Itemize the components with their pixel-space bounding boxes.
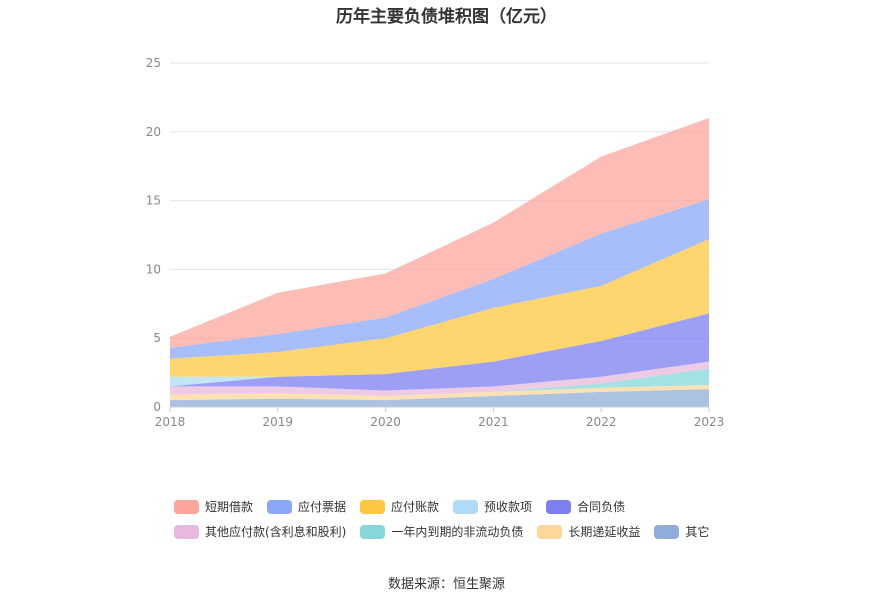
y-tick-label: 5 bbox=[153, 331, 161, 345]
legend-item[interactable]: 其他应付款(含利息和股利) bbox=[174, 523, 346, 540]
legend-label: 预收款项 bbox=[484, 500, 533, 514]
legend-row: 短期借款 应付票据 应付账款 预收款项 合同负债 bbox=[174, 494, 774, 519]
legend-item[interactable]: 一年内到期的非流动负债 bbox=[360, 523, 523, 540]
legend-label: 应付账款 bbox=[391, 500, 440, 514]
area-series-1 bbox=[170, 385, 709, 401]
area-series-4 bbox=[170, 313, 709, 391]
area-series bbox=[170, 118, 709, 407]
legend-label: 其它 bbox=[685, 525, 710, 539]
legend-label: 一年内到期的非流动负债 bbox=[391, 525, 524, 539]
legend-swatch-icon bbox=[174, 524, 199, 539]
y-tick-label: 0 bbox=[153, 400, 161, 414]
x-tick-label: 2018 bbox=[155, 415, 186, 429]
legend-item[interactable]: 应付账款 bbox=[360, 498, 439, 515]
x-tick-label: 2020 bbox=[370, 415, 401, 429]
legend-item[interactable]: 应付票据 bbox=[267, 498, 346, 515]
legend-item[interactable]: 其它 bbox=[654, 523, 709, 540]
data-source: 数据来源：恒生聚源 bbox=[387, 577, 505, 592]
x-tick-label: 2021 bbox=[478, 415, 509, 429]
legend-swatch-icon bbox=[360, 499, 386, 514]
legend-swatch-icon bbox=[546, 499, 572, 514]
area-series-6 bbox=[170, 239, 709, 377]
legend-swatch-icon bbox=[453, 499, 479, 514]
legend-swatch-icon bbox=[174, 499, 199, 514]
area-series-5 bbox=[170, 313, 709, 387]
legend-swatch-icon bbox=[654, 524, 680, 539]
legend-label: 合同负债 bbox=[577, 500, 626, 514]
legend-swatch-icon bbox=[360, 524, 386, 539]
legend-item[interactable]: 预收款项 bbox=[453, 498, 532, 515]
y-tick-label: 20 bbox=[146, 125, 161, 139]
legend-swatch-icon bbox=[537, 524, 563, 539]
axes: 0 5 10 15 20 25 2018 2019 2020 2021 2022 2023 bbox=[146, 56, 725, 429]
legend-row: 其他应付款(含利息和股利) 一年内到期的非流动负债 长期递延收益 其它 bbox=[174, 519, 774, 544]
legend-label: 短期借款 bbox=[205, 500, 254, 514]
legend-item[interactable]: 短期借款 bbox=[174, 498, 253, 515]
legend: 短期借款 应付票据 应付账款 预收款项 合同负债 其他应付款(含利息和股利) 一年内到期的… bbox=[174, 494, 774, 544]
area-series-7 bbox=[170, 199, 709, 359]
legend-swatch-icon bbox=[267, 499, 293, 514]
y-tick-label: 10 bbox=[146, 262, 161, 276]
y-tick-label: 25 bbox=[146, 56, 161, 70]
area-series-8 bbox=[170, 118, 709, 348]
x-tick-label: 2023 bbox=[694, 415, 725, 429]
area-series-3 bbox=[170, 361, 709, 396]
y-tick-label: 15 bbox=[146, 194, 161, 208]
x-tick-label: 2019 bbox=[263, 415, 294, 429]
x-tick-label: 2022 bbox=[586, 415, 617, 429]
legend-item[interactable]: 长期递延收益 bbox=[537, 523, 640, 540]
legend-label: 其他应付款(含利息和股利) bbox=[205, 525, 347, 539]
legend-label: 长期递延收益 bbox=[568, 525, 641, 539]
legend-item[interactable]: 合同负债 bbox=[546, 498, 625, 515]
area-series-0 bbox=[170, 389, 709, 407]
chart-title: 历年主要负债堆积图（亿元） bbox=[336, 7, 557, 27]
legend-label: 应付票据 bbox=[298, 500, 347, 514]
